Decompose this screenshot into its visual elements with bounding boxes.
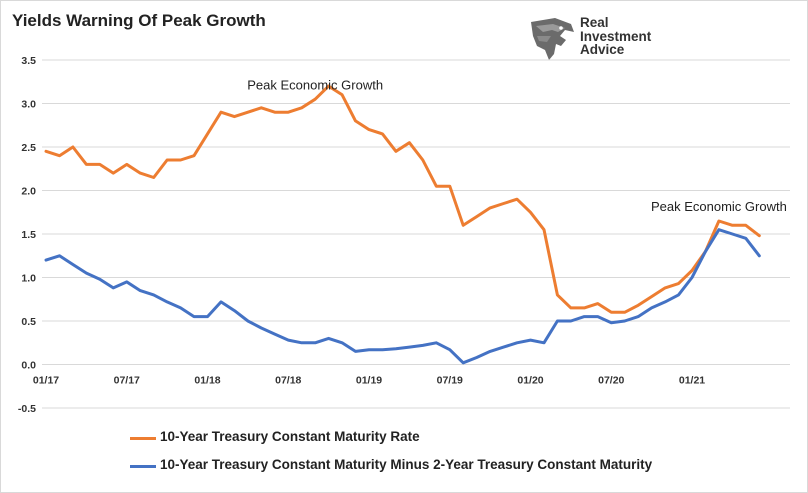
series-line-10y-rate <box>44 84 761 314</box>
x-tick-label: 07/20 <box>598 375 624 387</box>
y-tick-label: 1.5 <box>21 229 36 241</box>
y-tick-label: 0.5 <box>21 316 36 328</box>
logo-text: Real Investment Advice <box>580 16 651 57</box>
x-tick-label: 01/18 <box>194 375 220 387</box>
x-axis-ticks: 01/17 07/17 01/18 07/18 01/19 07/19 01/20 07/20… <box>33 375 705 387</box>
y-tick-label: -0.5 <box>18 403 36 415</box>
series-line-10y-minus-2y <box>44 228 761 365</box>
y-tick-label: 0.0 <box>21 360 36 372</box>
x-tick-label: 01/17 <box>33 375 59 387</box>
chart-title: Yields Warning Of Peak Growth <box>12 11 266 30</box>
x-tick-label: 01/19 <box>356 375 382 387</box>
x-tick-label: 07/18 <box>275 375 301 387</box>
annotations: Peak Economic Growth Peak Economic Growth <box>247 77 787 214</box>
y-tick-label: 3.5 <box>21 55 36 67</box>
logo-line-investment: Investment <box>580 28 652 44</box>
y-tick-label: 2.5 <box>21 142 36 154</box>
logo-line-advice: Advice <box>580 42 625 57</box>
x-tick-label: 01/21 <box>679 375 705 387</box>
legend-label: 10-Year Treasury Constant Maturity Rate <box>160 429 420 444</box>
y-tick-label: 3.0 <box>21 99 36 111</box>
annotation-label: Peak Economic Growth <box>247 77 383 92</box>
x-tick-label: 01/20 <box>517 375 543 387</box>
eagle-head-icon <box>531 18 574 60</box>
annotation-label: Peak Economic Growth <box>651 199 787 214</box>
legend-swatch-blue <box>130 465 156 468</box>
y-tick-label: 1.0 <box>21 273 36 285</box>
legend-swatch-orange <box>130 437 156 440</box>
brand-logo: Real Investment Advice <box>527 16 667 62</box>
x-tick-label: 07/17 <box>114 375 140 387</box>
x-tick-label: 07/19 <box>437 375 463 387</box>
legend-item-10y-rate: 10-Year Treasury Constant Maturity Rate <box>130 428 790 448</box>
logo-line-real: Real <box>580 15 609 30</box>
legend-label: 10-Year Treasury Constant Maturity Minus… <box>160 457 653 472</box>
series-lines <box>44 84 761 365</box>
legend-item-10y-minus-2y: 10-Year Treasury Constant Maturity Minus… <box>130 456 790 476</box>
gridlines <box>42 59 790 409</box>
y-axis-ticks: 3.5 3.0 2.5 2.0 1.5 1.0 0.5 0.0 -0.5 <box>18 55 36 415</box>
y-tick-label: 2.0 <box>21 186 36 198</box>
